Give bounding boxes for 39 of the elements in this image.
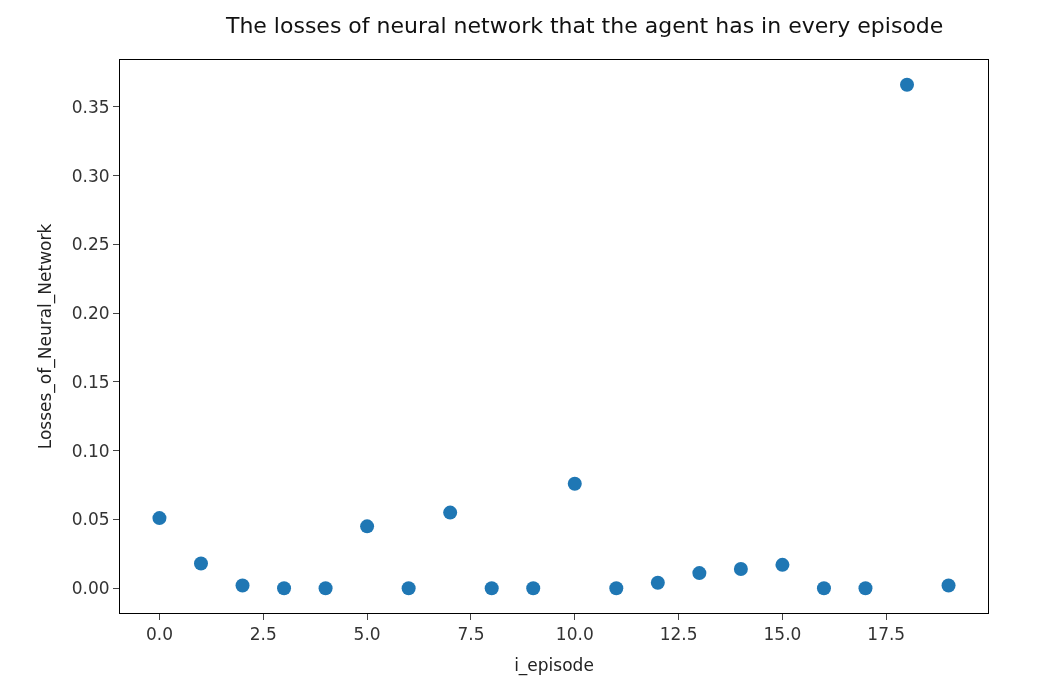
point [318,581,333,596]
y-tick-label: 0.10 [71,440,110,461]
x-tick-label: 7.5 [457,624,485,645]
point [733,561,748,576]
x-tick-label: 2.5 [249,624,277,645]
y-tick-label: 0.15 [71,371,110,392]
point [152,511,167,526]
y-tick-label: 0.05 [71,509,110,530]
x-tick-label: 5.0 [353,624,381,645]
point [401,581,416,596]
y-tick-label: 0.30 [71,165,110,186]
point [609,581,624,596]
point [526,581,541,596]
y-tick-label: 0.35 [71,96,110,117]
point [650,575,665,590]
point [194,556,208,571]
point [775,557,790,572]
x-tick-label: 0.0 [145,624,173,645]
point [484,581,499,596]
y-tick-label: 0.25 [71,234,110,255]
y-tick-label: 0.00 [71,578,110,599]
y-tick-label: 0.20 [71,303,110,324]
point [235,578,250,593]
point [692,566,707,581]
point [567,476,582,491]
point [816,581,831,596]
y-axis-title: Losses_of_Neural_Network [35,223,57,450]
x-tick-label: 12.5 [659,624,698,645]
point [941,578,956,593]
point [443,505,458,520]
point [900,77,915,92]
x-tick-label: 10.0 [555,624,594,645]
point [277,581,292,596]
x-tick-label: 17.5 [867,624,906,645]
x-axis-title: i_episode [514,654,594,676]
x-tick-label: 15.0 [763,624,802,645]
chart-title: The losses of neural network that the agent has in every episode [224,12,944,38]
point [360,519,375,534]
point [858,581,873,596]
